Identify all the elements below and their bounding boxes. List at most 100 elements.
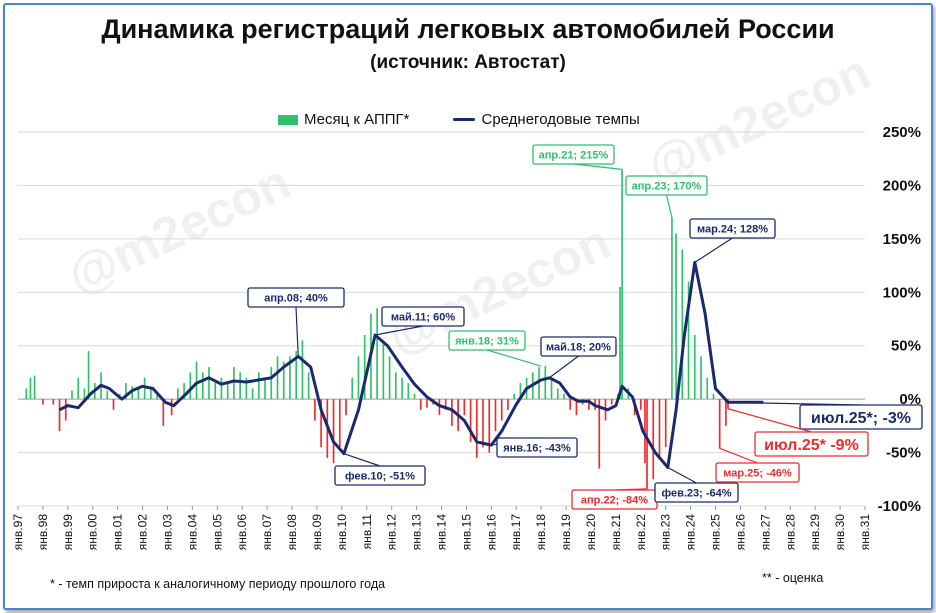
bar xyxy=(125,383,127,400)
y-tick-label: -50% xyxy=(886,445,921,462)
x-tick-label: янв.03 xyxy=(160,514,174,551)
annotation-label: мар.25; -46% xyxy=(723,467,792,479)
annotation-box xyxy=(715,462,800,483)
bar xyxy=(687,281,690,400)
bar xyxy=(538,367,540,400)
bar xyxy=(619,286,621,400)
bar xyxy=(700,356,702,400)
annotation-box xyxy=(247,287,345,308)
x-tick-label: янв.12 xyxy=(385,514,399,551)
y-tick-label: 200% xyxy=(883,177,921,194)
annotation-leader xyxy=(343,453,381,467)
annotation-box xyxy=(540,336,617,357)
x-tick-label: янв.30 xyxy=(833,514,847,551)
bar xyxy=(220,377,223,400)
annotation-leader xyxy=(727,408,812,433)
bar xyxy=(189,372,192,400)
bar xyxy=(507,399,509,410)
annotation-leader xyxy=(486,349,542,367)
bar xyxy=(239,372,241,400)
bar xyxy=(33,375,36,400)
bar xyxy=(693,335,696,400)
annotation-label: фев.23; -64% xyxy=(661,487,731,499)
bar xyxy=(388,356,391,400)
x-tick-label: янв.10 xyxy=(335,514,349,551)
bar xyxy=(407,383,410,400)
bar xyxy=(610,399,613,405)
bar xyxy=(137,388,140,400)
bar xyxy=(332,399,335,464)
x-tick-label: янв.00 xyxy=(86,514,100,551)
bar xyxy=(71,390,73,400)
annotation-box xyxy=(496,437,578,458)
x-tick-label: янв.23 xyxy=(659,514,673,551)
x-tick-label: янв.08 xyxy=(285,514,299,551)
bar xyxy=(289,356,291,400)
avg-line xyxy=(58,260,764,469)
chart-legend: Месяц к АППГ* Среднегодовые темпы xyxy=(278,111,640,128)
bar xyxy=(413,393,416,400)
annotations: апр.08; 40% май.11; 60% фев.10; -51% янв.18… xyxy=(247,144,923,510)
y-axis: 250% 200% 150% 100% 50% 0% -50% -100% xyxy=(878,124,921,515)
bar xyxy=(621,169,623,400)
bar xyxy=(58,399,61,432)
bar xyxy=(664,399,667,448)
x-tick-label: янв.11 xyxy=(360,514,374,550)
x-tick-label: янв.07 xyxy=(260,514,274,551)
y-tick-label: 0% xyxy=(899,391,921,408)
x-tick-label: янв.17 xyxy=(509,514,523,551)
bar xyxy=(463,399,466,416)
bar xyxy=(725,399,727,426)
bar xyxy=(345,399,347,416)
annotation-leader xyxy=(374,325,424,336)
x-tick-label: янв.29 xyxy=(808,514,822,551)
bar xyxy=(394,372,397,400)
annotation-label: июл.25*; -3% xyxy=(811,410,911,427)
bar xyxy=(177,388,179,400)
bar xyxy=(500,399,503,421)
legend-line-label: Среднегодовые темпы xyxy=(481,111,640,128)
x-tick-label: янв.18 xyxy=(534,514,548,551)
chart-subtitle: (источник: Автостат) xyxy=(370,52,566,73)
annotation-box xyxy=(334,465,426,486)
bar xyxy=(25,388,28,400)
bar xyxy=(195,361,198,400)
annotation-label: янв.16; -43% xyxy=(503,442,571,454)
y-tick-label: 250% xyxy=(883,124,921,141)
bar xyxy=(426,399,428,408)
bar xyxy=(482,399,484,448)
chart-title: Динамика регистраций легковых автомобиле… xyxy=(101,14,835,44)
bar xyxy=(513,393,515,400)
annotation-label: янв.18; 31% xyxy=(455,335,519,347)
bar xyxy=(162,399,165,426)
annotation-label: мар.24; 128% xyxy=(697,223,768,235)
x-tick-label: янв.97 xyxy=(11,514,25,551)
legend-bar-label: Месяц к АППГ* xyxy=(304,111,410,128)
bar xyxy=(201,372,204,400)
x-tick-label: янв.05 xyxy=(210,514,224,551)
bar xyxy=(706,377,709,400)
bar xyxy=(718,399,721,449)
bar xyxy=(64,399,67,421)
bar xyxy=(251,388,254,400)
bar xyxy=(257,372,260,400)
bar xyxy=(83,388,86,400)
annotation-leader xyxy=(549,355,579,379)
x-tick-label: янв.16 xyxy=(484,514,498,551)
bar xyxy=(675,233,677,400)
bar xyxy=(245,377,248,400)
annotation-box xyxy=(654,482,739,503)
bar xyxy=(143,377,146,400)
legend-line-swatch xyxy=(453,118,476,121)
x-tick-label: янв.22 xyxy=(634,514,648,551)
bar xyxy=(264,377,266,400)
bar xyxy=(77,377,80,400)
bar xyxy=(29,377,32,400)
bar xyxy=(644,399,646,464)
bar xyxy=(150,388,152,400)
annotation-leader xyxy=(665,194,673,218)
bar xyxy=(646,399,648,489)
bar xyxy=(681,249,684,400)
bar xyxy=(282,361,285,400)
x-tick-label: янв.99 xyxy=(61,514,75,551)
